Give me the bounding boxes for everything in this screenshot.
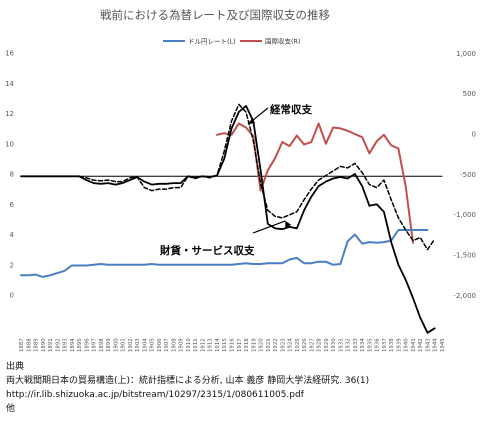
legend-label: ドル円レート(L) xyxy=(188,38,236,46)
x-tick-label: 1905 xyxy=(150,338,156,352)
x-tick-label: 1940 xyxy=(404,338,410,352)
series-line-0 xyxy=(20,229,429,278)
right-tick-label: 500 xyxy=(463,90,476,98)
x-tick-label: 1918 xyxy=(244,338,250,352)
x-tick-label: 1943 xyxy=(425,338,431,352)
left-tick-label: 12 xyxy=(5,110,14,118)
x-tick-label: 1896 xyxy=(84,338,90,352)
chart-title: 戦前における為替レート及び国際収支の推移 xyxy=(100,8,330,22)
x-tick-label: 1922 xyxy=(273,338,279,352)
left-tick-label: 4 xyxy=(10,231,15,239)
right-tick-label: 0 xyxy=(472,131,476,139)
x-tick-label: 1899 xyxy=(106,338,112,352)
x-tick-label: 1945 xyxy=(440,338,446,352)
x-tick-label: 1900 xyxy=(113,338,119,352)
left-tick-label: 14 xyxy=(5,80,14,88)
x-tick-label: 1898 xyxy=(99,338,105,352)
x-tick-label: 1911 xyxy=(193,338,199,352)
right-tick-label: -1,000 xyxy=(453,211,476,219)
x-axis: 1887 1888 1889 1890 1891 1892 1893 1894 1895 1896… xyxy=(19,338,446,352)
x-tick-label: 1939 xyxy=(396,338,402,352)
x-tick-label: 1908 xyxy=(171,338,177,352)
x-tick-label: 1910 xyxy=(186,338,192,352)
right-tick-label: 1,000 xyxy=(456,50,476,58)
annotation-arrow xyxy=(252,220,286,234)
right-tick-label: -2,000 xyxy=(453,292,476,300)
x-tick-label: 1920 xyxy=(259,338,265,352)
x-tick-label: 1906 xyxy=(157,338,163,352)
x-tick-label: 1887 xyxy=(19,338,25,352)
x-tick-label: 1942 xyxy=(418,338,424,352)
left-tick-label: 10 xyxy=(5,140,14,148)
source-note: 出典 両大戦間期日本の貿易構造(上)：統計指標による分析, 山本 義彦 静岡大学… xyxy=(6,360,369,416)
annotation-current-account: 経常収支 xyxy=(270,103,312,116)
left-tick-label: 2 xyxy=(10,261,14,269)
x-tick-label: 1937 xyxy=(382,338,388,352)
x-tick-label: 1944 xyxy=(433,338,439,352)
x-tick-label: 1913 xyxy=(208,338,214,352)
x-tick-label: 1889 xyxy=(34,338,40,352)
x-tick-label: 1928 xyxy=(317,338,323,352)
x-tick-label: 1919 xyxy=(251,338,257,352)
source-other: 他 xyxy=(6,404,16,414)
right-axis: 1,000 500 0 -500 -1,000 -1,500 -2,000 xyxy=(453,50,476,300)
x-tick-label: 1909 xyxy=(179,338,185,352)
x-tick-label: 1934 xyxy=(360,338,366,352)
legend: ドル円レート(L) 国際収支(R) xyxy=(163,37,301,46)
x-tick-label: 1923 xyxy=(280,338,286,352)
x-tick-label: 1912 xyxy=(200,338,206,352)
left-tick-label: 6 xyxy=(10,201,15,209)
x-tick-label: 1893 xyxy=(63,338,69,352)
x-tick-label: 1897 xyxy=(92,338,98,352)
x-tick-label: 1892 xyxy=(55,338,61,352)
x-tick-label: 1925 xyxy=(295,338,301,352)
x-tick-label: 1914 xyxy=(215,338,221,352)
annotation-arrowhead xyxy=(248,118,256,125)
x-tick-label: 1917 xyxy=(237,338,243,352)
left-axis: 0 2 4 6 8 10 12 14 16 xyxy=(5,50,14,300)
left-tick-label: 0 xyxy=(10,292,14,300)
x-tick-label: 1926 xyxy=(302,338,308,352)
x-tick-label: 1930 xyxy=(331,338,337,352)
series-line-1 xyxy=(216,122,414,244)
source-citation: 両大戦間期日本の貿易構造(上)：統計指標による分析, 山本 義彦 静岡大学法経研… xyxy=(6,376,370,386)
x-tick-label: 1924 xyxy=(288,338,294,352)
legend-label: 国際収支(R) xyxy=(265,37,301,46)
x-tick-label: 1933 xyxy=(353,338,359,352)
x-tick-label: 1891 xyxy=(48,338,54,352)
x-tick-label: 1903 xyxy=(135,338,141,352)
x-tick-label: 1929 xyxy=(324,338,330,352)
x-tick-label: 1938 xyxy=(389,338,395,352)
series-layer xyxy=(20,67,443,334)
source-heading: 出典 xyxy=(6,362,25,372)
x-tick-label: 1921 xyxy=(266,338,272,352)
x-tick-label: 1916 xyxy=(230,338,236,352)
x-tick-label: 1941 xyxy=(411,338,417,352)
right-tick-label: -500 xyxy=(460,171,476,179)
x-tick-label: 1907 xyxy=(164,338,170,352)
right-tick-label: -1,500 xyxy=(453,252,476,260)
x-tick-label: 1935 xyxy=(367,338,373,352)
annotation-goods-services: 財貨・サービス収支 xyxy=(159,244,255,257)
x-tick-label: 1915 xyxy=(222,338,228,352)
series-line-2 xyxy=(20,105,436,334)
x-tick-label: 1936 xyxy=(375,338,381,352)
x-tick-label: 1894 xyxy=(70,338,76,352)
x-tick-label: 1890 xyxy=(41,338,47,352)
x-tick-label: 1895 xyxy=(77,338,83,352)
x-tick-label: 1931 xyxy=(338,338,344,352)
x-tick-label: 1902 xyxy=(128,338,134,352)
source-url[interactable]: http://ir.lib.shizuoka.ac.jp/bitstream/1… xyxy=(6,390,304,400)
chart-svg: 戦前における為替レート及び国際収支の推移 ドル円レート(L) 国際収支(R) 0 2… xyxy=(5,8,476,352)
series-line-3 xyxy=(20,103,436,251)
x-tick-label: 1901 xyxy=(121,338,127,352)
x-tick-label: 1932 xyxy=(346,338,352,352)
left-tick-label: 8 xyxy=(10,171,14,179)
annotation-arrowhead xyxy=(285,220,292,228)
x-tick-label: 1927 xyxy=(309,338,315,352)
x-tick-label: 1888 xyxy=(26,338,32,352)
left-tick-label: 16 xyxy=(5,50,14,58)
x-tick-label: 1904 xyxy=(142,338,148,352)
